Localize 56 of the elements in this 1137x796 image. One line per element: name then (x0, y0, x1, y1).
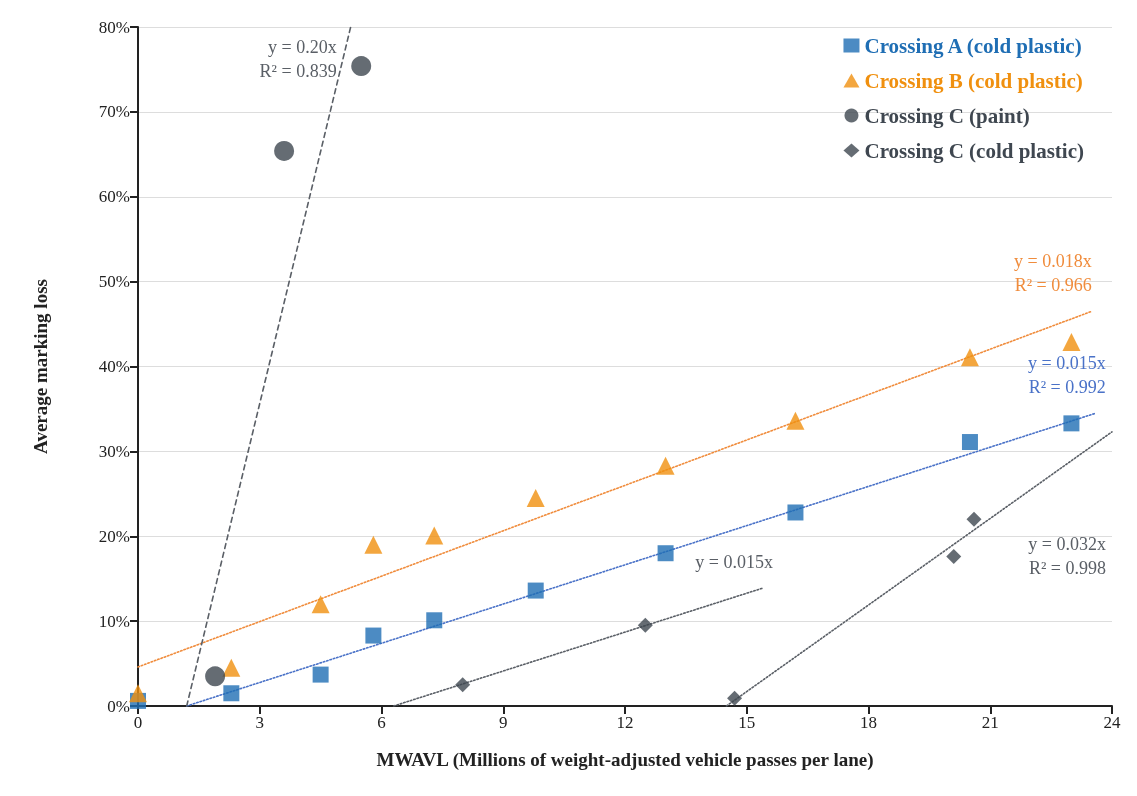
point (311, 595, 330, 614)
x-tick-label: 6 (377, 713, 386, 732)
point (426, 612, 443, 629)
point (637, 617, 653, 633)
y-tick-label: 80% (98, 17, 130, 37)
x-tick-label: 3 (255, 713, 264, 732)
point (222, 658, 241, 677)
point (365, 627, 382, 644)
point (727, 690, 743, 706)
y-axis-title: Average marking loss (30, 279, 51, 454)
x-tick-label: 21 (981, 713, 999, 732)
point (223, 685, 240, 702)
point (1062, 332, 1081, 351)
point (786, 411, 805, 430)
point (129, 684, 147, 703)
y-tick-label: 30% (98, 441, 130, 461)
point (425, 526, 444, 545)
y-tick-label: 70% (98, 102, 130, 122)
series-label: y = 0.018x R² = 0.966 (1014, 251, 1092, 296)
point (351, 56, 372, 77)
point (966, 511, 982, 527)
legend-label: Crossing C (cold plastic) (864, 138, 1085, 163)
series-label: y = 0.015x R² = 0.992 (1028, 353, 1106, 398)
x-tick-label: 24 (1103, 713, 1121, 732)
point (526, 489, 545, 508)
legend-label: Crossing B (cold plastic) (864, 68, 1083, 93)
y-tick-label: 60% (98, 187, 130, 207)
point (1063, 415, 1080, 432)
point (960, 348, 979, 367)
x-tick-label: 18 (860, 713, 877, 732)
point (946, 549, 962, 565)
series-label: y = 0.20x R² = 0.839 (259, 37, 337, 81)
point (787, 504, 804, 521)
legend-label: Crossing C (paint) (864, 103, 1030, 128)
y-tick-label: 20% (98, 526, 130, 546)
y-tick-label: 10% (98, 611, 130, 631)
x-tick-label: 0 (133, 713, 143, 732)
series-label: y = 0.032x R² = 0.998 (1028, 533, 1106, 578)
x-tick-label: 15 (738, 713, 756, 732)
point (274, 140, 295, 161)
y-tick-label: 50% (98, 272, 130, 292)
series-label: y = 0.015x (695, 552, 773, 573)
legend-label: Crossing A (cold plastic) (864, 33, 1082, 58)
point (961, 434, 978, 451)
y-tick-label: 0% (107, 696, 130, 716)
point (205, 666, 226, 687)
x-axis-title: MWAVL (Millions of weight-adjusted vehicle passes per lane) (376, 749, 874, 771)
point (455, 677, 471, 693)
point (657, 545, 674, 562)
point (527, 582, 544, 599)
y-tick-label: 40% (98, 357, 130, 376)
point (312, 666, 329, 683)
x-tick-label: 12 (616, 713, 634, 732)
point (364, 535, 383, 554)
x-tick-label: 9 (499, 713, 508, 732)
point (656, 456, 675, 475)
